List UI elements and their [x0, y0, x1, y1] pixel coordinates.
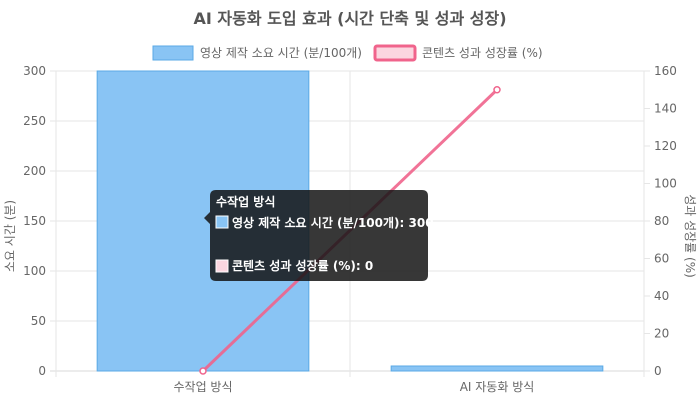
left-tick-label: 250 — [23, 114, 46, 128]
right-tick-label: 20 — [654, 327, 669, 341]
right-axis-title: 성과 성장률 (%) — [683, 194, 697, 278]
legend-item-time[interactable]: 영상 제작 소요 시간 (분/100개) — [152, 45, 362, 61]
right-tick-label: 140 — [654, 102, 677, 116]
tooltip-swatch-growth — [215, 259, 229, 273]
left-tick-label: 100 — [23, 264, 46, 278]
chart-title: AI 자동화 도입 효과 (시간 단축 및 성과 성장) — [193, 9, 506, 28]
x-axis-ticks: 수작업 방식 AI 자동화 방식 — [173, 380, 534, 394]
left-tick-label: 150 — [23, 214, 46, 228]
legend-label-time: 영상 제작 소요 시간 (분/100개) — [200, 46, 362, 60]
left-tick-label: 300 — [23, 64, 46, 78]
line-point[interactable] — [199, 367, 207, 375]
tooltip-line-growth: 콘텐츠 성과 성장률 (%): 0 — [232, 258, 373, 273]
legend-swatch-growth — [373, 44, 417, 62]
right-tick-label: 100 — [654, 177, 677, 191]
left-tick-label: 50 — [31, 314, 46, 328]
legend-label-growth: 콘텐츠 성과 성장률 (%) — [422, 46, 543, 60]
tooltip-title: 수작업 방식 — [216, 194, 275, 209]
right-tick-label: 160 — [654, 64, 677, 78]
tooltip-box — [204, 190, 428, 281]
right-axis-ticks: 0 20 40 60 80 100 120 140 160 — [654, 64, 677, 378]
right-tick-label: 60 — [654, 252, 669, 266]
right-tick-label: 80 — [654, 214, 669, 228]
tooltip: 수작업 방식 영상 제작 소요 시간 (분/100개): 300 콘텐츠 성과 … — [204, 190, 434, 281]
right-tick-label: 40 — [654, 289, 669, 303]
left-tick-label: 0 — [38, 364, 46, 378]
tooltip-swatch-time — [215, 215, 229, 229]
left-axis-title: 소요 시간 (분) — [3, 200, 17, 272]
right-tick-label: 120 — [654, 139, 677, 153]
bar[interactable] — [390, 365, 604, 372]
x-tick-label: AI 자동화 방식 — [460, 380, 535, 394]
x-tick-label: 수작업 방식 — [173, 380, 232, 394]
left-axis-ticks: 0 50 100 150 200 250 300 — [23, 64, 46, 378]
line-point[interactable] — [493, 86, 501, 94]
left-tick-label: 200 — [23, 164, 46, 178]
tooltip-line-time: 영상 제작 소요 시간 (분/100개): 300 — [232, 215, 434, 230]
right-tick-label: 0 — [654, 364, 662, 378]
legend-item-growth[interactable]: 콘텐츠 성과 성장률 (%) — [373, 44, 543, 62]
legend-swatch-time — [152, 45, 194, 61]
legend: 영상 제작 소요 시간 (분/100개) 콘텐츠 성과 성장률 (%) — [152, 44, 543, 62]
